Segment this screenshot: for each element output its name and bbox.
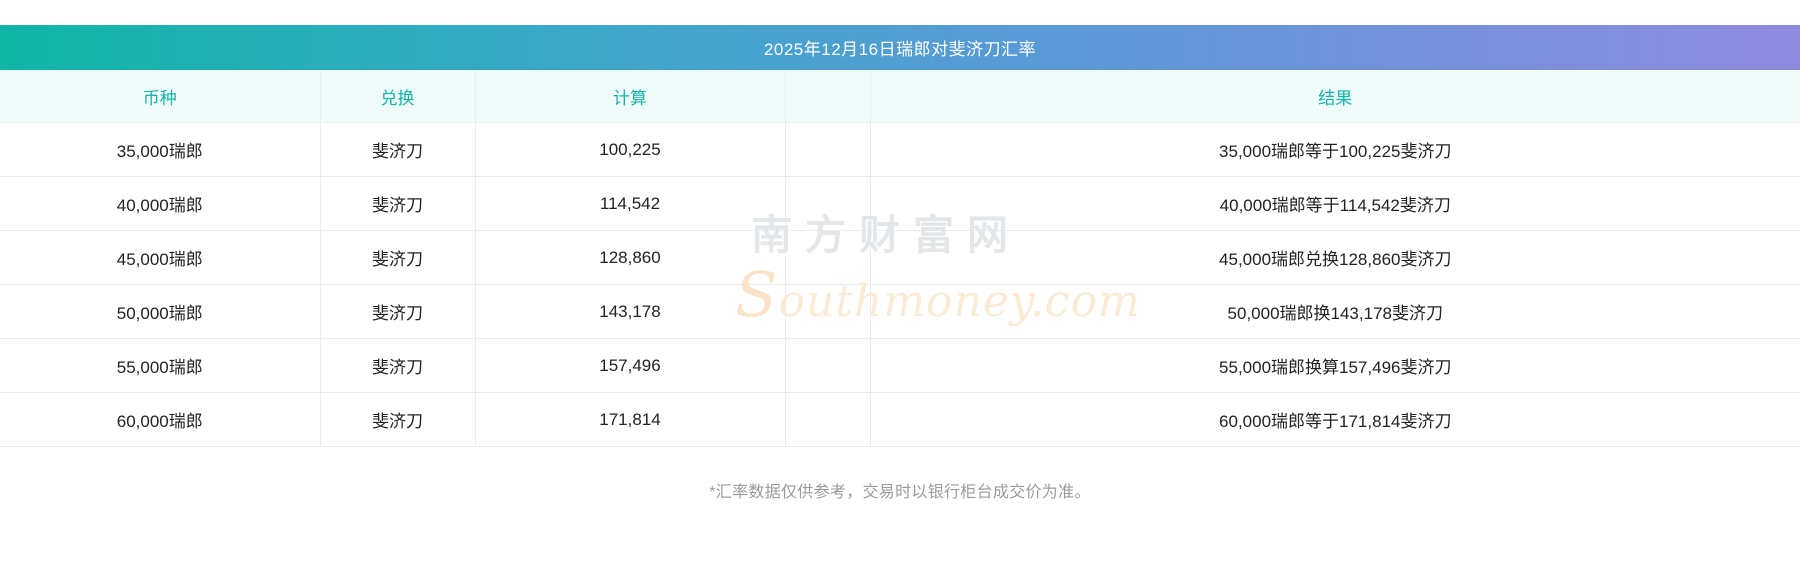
table-header-row: 币种 兑换 计算 结果 bbox=[0, 70, 1800, 123]
cell-currency: 55,000瑞郎 bbox=[0, 338, 321, 393]
cell-currency: 50,000瑞郎 bbox=[0, 284, 321, 339]
column-header-calculation: 计算 bbox=[475, 70, 786, 123]
table-title-row: 2025年12月16日瑞郎对斐济刀汇率 bbox=[0, 25, 1800, 70]
cell-result: 45,000瑞郎兑换128,860斐济刀 bbox=[870, 230, 1800, 285]
cell-result: 40,000瑞郎等于114,542斐济刀 bbox=[870, 176, 1800, 231]
column-header-currency: 币种 bbox=[0, 70, 321, 123]
table-row: 50,000瑞郎 斐济刀 143,178 50,000瑞郎换143,178斐济刀 bbox=[0, 284, 1800, 339]
cell-calculation: 157,496 bbox=[475, 338, 786, 393]
table-row: 35,000瑞郎 斐济刀 100,225 35,000瑞郎等于100,225斐济… bbox=[0, 122, 1800, 177]
cell-spacer bbox=[785, 284, 871, 339]
page-title: 2025年12月16日瑞郎对斐济刀汇率 bbox=[0, 25, 1800, 70]
column-header-exchange: 兑换 bbox=[320, 70, 476, 123]
cell-spacer bbox=[785, 176, 871, 231]
cell-spacer bbox=[785, 392, 871, 447]
cell-currency: 35,000瑞郎 bbox=[0, 122, 321, 177]
cell-result: 35,000瑞郎等于100,225斐济刀 bbox=[870, 122, 1800, 177]
cell-currency: 40,000瑞郎 bbox=[0, 176, 321, 231]
cell-calculation: 114,542 bbox=[475, 176, 786, 231]
cell-spacer bbox=[785, 122, 871, 177]
cell-spacer bbox=[785, 230, 871, 285]
table-row: 60,000瑞郎 斐济刀 171,814 60,000瑞郎等于171,814斐济… bbox=[0, 392, 1800, 447]
cell-result: 60,000瑞郎等于171,814斐济刀 bbox=[870, 392, 1800, 447]
disclaimer-note: *汇率数据仅供参考，交易时以银行柜台成交价为准。 bbox=[709, 484, 1091, 501]
table-row: 55,000瑞郎 斐济刀 157,496 55,000瑞郎换算157,496斐济… bbox=[0, 338, 1800, 393]
exchange-rate-table-container: 南方财富网 Southmoney.com 2025年12月16日瑞郎对斐济刀汇率… bbox=[0, 25, 1800, 501]
cell-currency: 60,000瑞郎 bbox=[0, 392, 321, 447]
cell-result: 55,000瑞郎换算157,496斐济刀 bbox=[870, 338, 1800, 393]
cell-spacer bbox=[785, 338, 871, 393]
cell-result: 50,000瑞郎换143,178斐济刀 bbox=[870, 284, 1800, 339]
column-header-spacer bbox=[785, 70, 871, 123]
cell-exchange: 斐济刀 bbox=[320, 392, 476, 447]
cell-exchange: 斐济刀 bbox=[320, 338, 476, 393]
cell-exchange: 斐济刀 bbox=[320, 230, 476, 285]
cell-calculation: 128,860 bbox=[475, 230, 786, 285]
table-row: 45,000瑞郎 斐济刀 128,860 45,000瑞郎兑换128,860斐济… bbox=[0, 230, 1800, 285]
cell-exchange: 斐济刀 bbox=[320, 176, 476, 231]
exchange-rate-table: 2025年12月16日瑞郎对斐济刀汇率 币种 兑换 计算 结果 35,000瑞郎… bbox=[0, 25, 1800, 447]
cell-exchange: 斐济刀 bbox=[320, 122, 476, 177]
cell-calculation: 171,814 bbox=[475, 392, 786, 447]
column-header-result: 结果 bbox=[870, 70, 1800, 123]
cell-exchange: 斐济刀 bbox=[320, 284, 476, 339]
table-body: 35,000瑞郎 斐济刀 100,225 35,000瑞郎等于100,225斐济… bbox=[0, 122, 1800, 447]
cell-calculation: 143,178 bbox=[475, 284, 786, 339]
cell-calculation: 100,225 bbox=[475, 122, 786, 177]
table-row: 40,000瑞郎 斐济刀 114,542 40,000瑞郎等于114,542斐济… bbox=[0, 176, 1800, 231]
cell-currency: 45,000瑞郎 bbox=[0, 230, 321, 285]
